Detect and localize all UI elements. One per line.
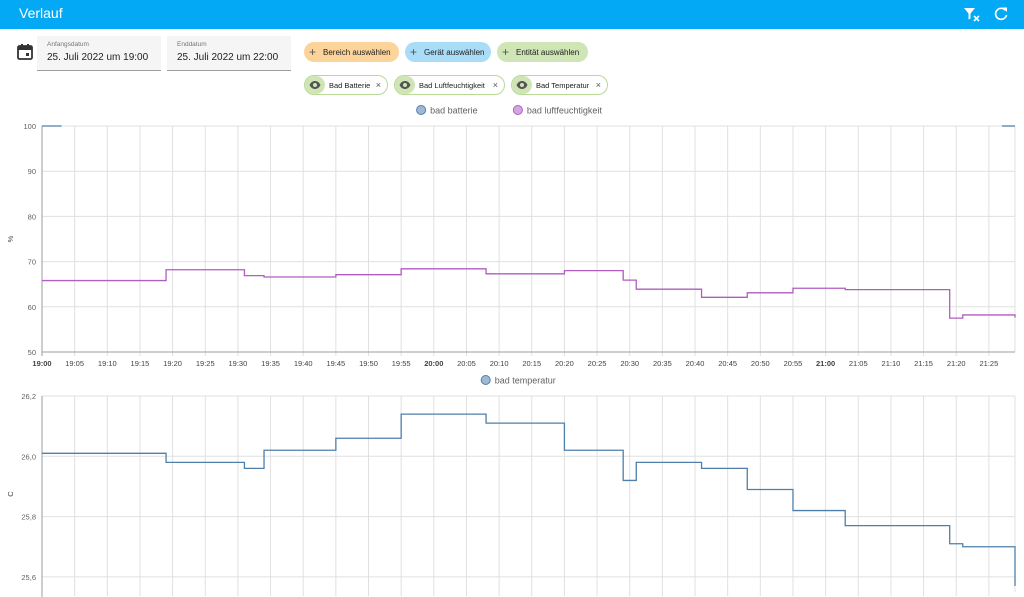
x-tick-label: 19:55	[392, 359, 411, 368]
legend-label: bad temperatur	[495, 376, 556, 386]
y-tick-label: 25,6	[21, 573, 36, 582]
x-tick-label: 19:20	[163, 359, 182, 368]
x-tick-label: 20:00	[424, 359, 443, 368]
y-tick-label: 60	[28, 303, 36, 312]
y-tick-label: 26,0	[21, 452, 36, 461]
end-date-field[interactable]: Enddatum 25. Juli 2022 um 22:00	[167, 36, 291, 71]
x-tick-label: 19:05	[65, 359, 84, 368]
series-line	[42, 413, 1016, 586]
x-tick-label: 20:45	[718, 359, 737, 368]
x-tick-label: 20:20	[555, 359, 574, 368]
entity-chip-label: Bad Luftfeuchtigkeit	[419, 80, 485, 90]
start-date-field[interactable]: Anfangsdatum 25. Juli 2022 um 19:00	[37, 36, 161, 71]
y-tick-label: 100	[23, 122, 36, 131]
close-icon[interactable]: ×	[492, 80, 498, 90]
entity-chip-bad-temperatur[interactable]: Bad Temperatur ×	[511, 75, 608, 95]
x-tick-label: 19:00	[32, 359, 51, 368]
start-date-value: 25. Juli 2022 um 19:00	[47, 52, 149, 63]
y-tick-label: 25,8	[21, 513, 36, 522]
select-device-button[interactable]: + Gerät auswählen	[405, 42, 491, 62]
x-tick-label: 20:55	[784, 359, 803, 368]
x-tick-label: 21:00	[816, 359, 835, 368]
x-tick-label: 21:05	[849, 359, 868, 368]
x-tick-label: 21:10	[882, 359, 901, 368]
humidity-battery-chart: bad batterie bad luftfeuchtigkeit 100 90 80 7…	[6, 105, 1016, 368]
x-tick-label: 19:40	[294, 359, 313, 368]
x-tick-label: 19:45	[326, 359, 345, 368]
select-area-label: Bereich auswählen	[323, 47, 391, 57]
eye-icon	[305, 76, 325, 94]
end-date-value: 25. Juli 2022 um 22:00	[177, 52, 279, 63]
select-area-button[interactable]: + Bereich auswählen	[304, 42, 399, 62]
select-device-label: Gerät auswählen	[424, 47, 485, 57]
close-icon[interactable]: ×	[595, 80, 601, 90]
plus-icon: +	[410, 45, 418, 59]
y-tick-label: 50	[28, 348, 36, 357]
select-entity-label: Entität auswählen	[516, 47, 580, 57]
y-axis-label: %	[6, 235, 15, 242]
x-tick-label: 19:10	[98, 359, 117, 368]
legend-marker	[480, 375, 491, 385]
x-tick-label: 21:20	[947, 359, 966, 368]
plus-icon: +	[502, 45, 510, 59]
eye-icon	[395, 76, 415, 94]
refresh-icon[interactable]	[991, 4, 1011, 24]
plus-icon: +	[309, 45, 317, 59]
x-tick-label: 19:50	[359, 359, 378, 368]
end-date-label: Enddatum	[177, 41, 207, 48]
x-tick-label: 19:30	[229, 359, 248, 368]
x-tick-label: 20:50	[751, 359, 770, 368]
y-tick-label: 90	[28, 167, 36, 176]
x-tick-label: 20:25	[588, 359, 607, 368]
x-tick-label: 20:30	[620, 359, 639, 368]
x-tick-label: 20:35	[653, 359, 672, 368]
x-tick-label: 21:25	[979, 359, 998, 368]
series-line	[42, 268, 1016, 319]
legend-marker	[512, 105, 523, 115]
legend-marker	[416, 105, 427, 115]
y-axis-label: C	[6, 491, 15, 497]
x-tick-label: 21:15	[914, 359, 933, 368]
y-tick-label: 70	[28, 258, 36, 267]
eye-icon	[512, 76, 532, 94]
x-tick-label: 19:25	[196, 359, 215, 368]
x-tick-label: 19:35	[261, 359, 280, 368]
x-tick-label: 19:15	[131, 359, 150, 368]
select-entity-button[interactable]: + Entität auswählen	[497, 42, 588, 62]
x-tick-label: 20:10	[490, 359, 509, 368]
entity-chip-bad-luftfeuchtigkeit[interactable]: Bad Luftfeuchtigkeit ×	[394, 75, 505, 95]
close-icon[interactable]: ×	[375, 80, 381, 90]
start-date-label: Anfangsdatum	[47, 41, 89, 48]
x-tick-label: 20:40	[686, 359, 705, 368]
x-tick-label: 20:15	[522, 359, 541, 368]
y-tick-label: 80	[28, 212, 36, 221]
y-tick-label: 26,2	[21, 392, 36, 401]
entity-chip-bad-batterie[interactable]: Bad Batterie ×	[304, 75, 388, 95]
x-tick-label: 20:05	[457, 359, 476, 368]
page-title: Verlauf	[19, 5, 63, 21]
temperature-chart: bad temperatur 26,2 26,0 25,8 25,6 C	[6, 375, 1016, 597]
calendar-icon[interactable]	[16, 43, 34, 61]
filter-remove-icon[interactable]	[961, 4, 981, 24]
top-app-bar: Verlauf	[0, 0, 1024, 29]
entity-chip-label: Bad Batterie	[329, 80, 371, 90]
legend-label: bad batterie	[430, 106, 478, 116]
legend-label: bad luftfeuchtigkeit	[527, 106, 603, 116]
entity-chip-label: Bad Temperatur	[536, 80, 590, 90]
